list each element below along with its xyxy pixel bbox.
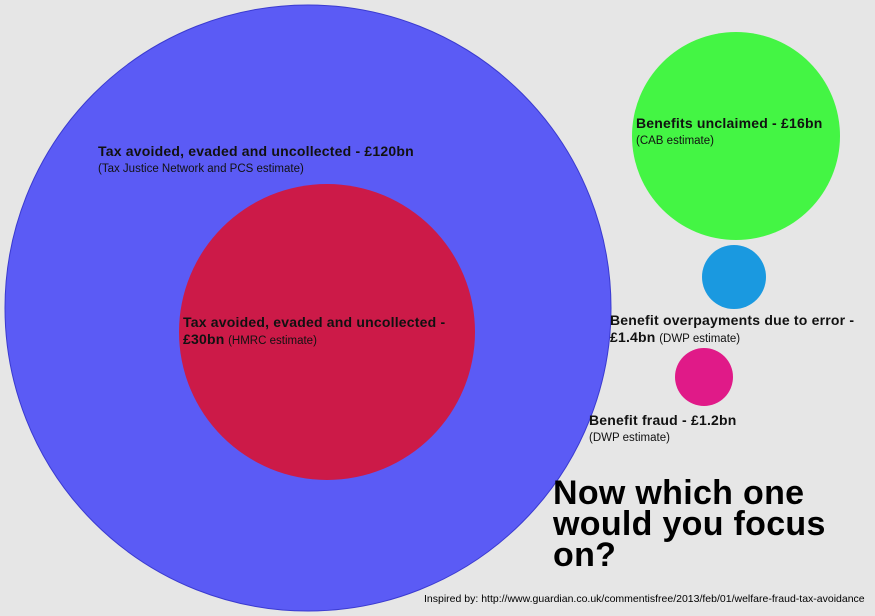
label-tax-120bn: Tax avoided, evaded and uncollected - £1…	[98, 143, 414, 177]
circle-benefit-fraud	[675, 348, 733, 406]
label-tax-30bn: Tax avoided, evaded and uncollected - £3…	[183, 314, 445, 349]
circle-tax-30bn	[179, 184, 475, 480]
label-benefits-unclaimed-title: Benefits unclaimed - £16bn	[636, 115, 823, 131]
headline-line3: on?	[553, 536, 617, 574]
label-benefit-overpayments-title-line2: £1.4bn	[610, 329, 656, 345]
label-benefits-unclaimed: Benefits unclaimed - £16bn (CAB estimate…	[636, 115, 822, 149]
label-benefit-fraud-title: Benefit fraud - £1.2bn	[589, 412, 737, 428]
label-benefit-overpayments-title-line1: Benefit overpayments due to error -	[610, 312, 855, 328]
footer-credit: Inspired by: http://www.guardian.co.uk/c…	[424, 593, 865, 605]
headline-line2: would you focus	[553, 505, 826, 543]
label-benefit-fraud: Benefit fraud - £1.2bn (DWP estimate)	[589, 412, 737, 446]
circle-benefits-unclaimed	[632, 32, 840, 240]
label-benefit-overpayments-note: (DWP estimate)	[659, 333, 741, 345]
headline: Now which one would you focus on?	[553, 476, 873, 574]
label-tax-30bn-title-line2: £30bn	[183, 331, 225, 347]
label-tax-30bn-note: (HMRC estimate)	[228, 335, 317, 347]
label-benefit-fraud-note: (DWP estimate)	[589, 432, 670, 444]
label-tax-30bn-title-line1: Tax avoided, evaded and uncollected -	[183, 314, 446, 330]
circle-benefit-overpayments	[702, 245, 766, 309]
label-benefit-overpayments: Benefit overpayments due to error - £1.4…	[610, 312, 854, 347]
headline-line1: Now which one	[553, 474, 805, 512]
label-benefits-unclaimed-note: (CAB estimate)	[636, 135, 714, 147]
label-tax-120bn-title: Tax avoided, evaded and uncollected - £1…	[98, 143, 414, 159]
label-tax-120bn-note: (Tax Justice Network and PCS estimate)	[98, 163, 304, 175]
